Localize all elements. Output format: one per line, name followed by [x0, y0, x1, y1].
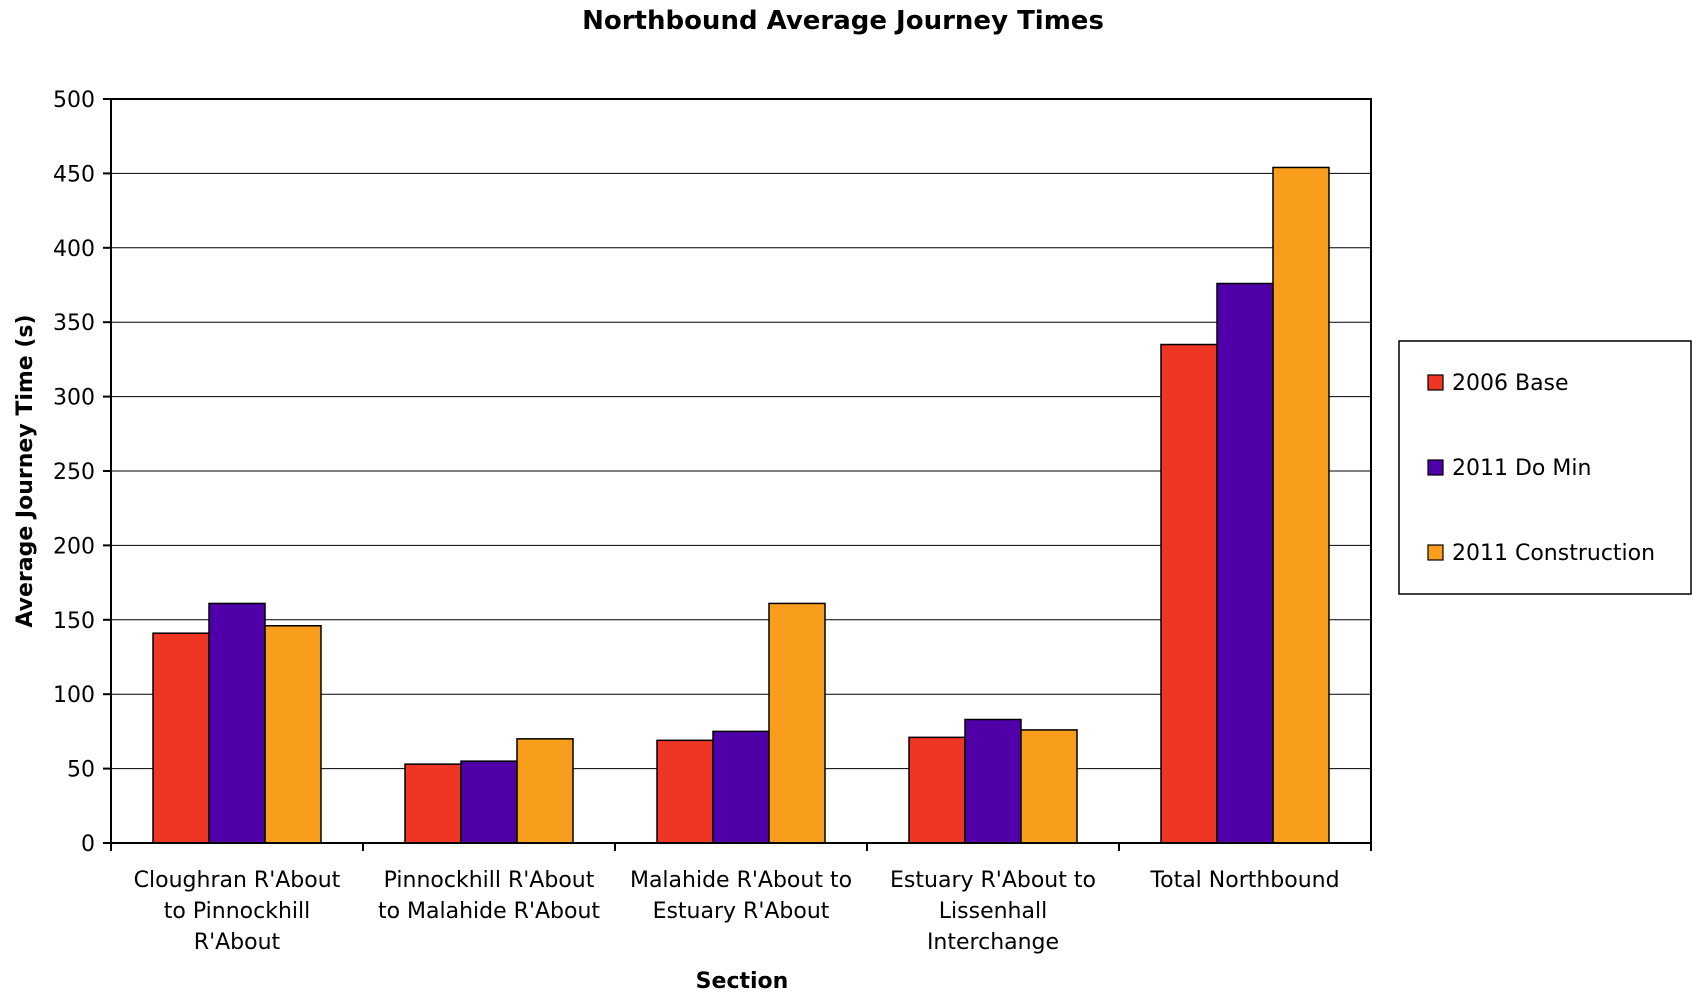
bar-2011-construction-0 [264, 625, 322, 844]
y-tick-label: 0 [81, 832, 95, 857]
legend-label: 2006 Base [1452, 371, 1569, 396]
x-category-label: Total Northbound [1149, 868, 1339, 893]
bars [152, 166, 1330, 844]
bar-2011-do-min-0 [208, 602, 266, 844]
bar-2011-do-min-4 [1216, 282, 1274, 844]
axes [103, 98, 1372, 851]
legend-label: 2011 Do Min [1452, 456, 1591, 481]
y-tick-label: 150 [53, 609, 95, 634]
bar-2006-base-2 [656, 739, 714, 844]
bar-2011-do-min-3 [964, 718, 1022, 844]
bar-2011-do-min-2 [712, 730, 770, 844]
bar-2006-base-3 [908, 736, 966, 844]
bar-2011-do-min-1 [460, 760, 518, 844]
x-category-label: Interchange [927, 930, 1059, 955]
bar-2011-construction-3 [1020, 729, 1078, 844]
x-category-label: Estuary R'About to [890, 868, 1096, 893]
y-tick-label: 400 [53, 237, 95, 262]
y-tick-label: 500 [53, 88, 95, 113]
y-tick-labels: 0 50 100 150 200 250 300 350 400 450 500 [53, 88, 95, 857]
x-axis-title: Section [696, 969, 789, 994]
bar-2011-construction-4 [1272, 166, 1330, 844]
legend-box [1398, 340, 1692, 595]
legend: 2006 Base 2011 Do Min 2011 Construction [1398, 340, 1692, 595]
y-tick-label: 100 [53, 683, 95, 708]
bar-2006-base-0 [152, 632, 210, 844]
x-category-label: Malahide R'About to [630, 868, 852, 893]
bar-2006-base-4 [1160, 343, 1218, 844]
x-category-label: to Pinnockhill [164, 899, 310, 924]
bar-2006-base-1 [404, 763, 462, 844]
x-category-label: Lissenhall [939, 899, 1047, 924]
y-tick-label: 450 [53, 162, 95, 187]
legend-swatch [1427, 544, 1444, 561]
bar-2011-construction-2 [768, 602, 826, 844]
x-category-label: Pinnockhill R'About [384, 868, 595, 893]
y-axis-title: Average Journey Time (s) [13, 314, 38, 627]
x-category-label: to Malahide R'About [378, 899, 600, 924]
chart-title: Northbound Average Journey Times [582, 6, 1104, 36]
y-tick-label: 350 [53, 311, 95, 336]
legend-swatch [1427, 374, 1444, 391]
bar-2011-construction-1 [516, 738, 574, 844]
legend-label: 2011 Construction [1452, 541, 1655, 566]
y-tick-label: 50 [67, 758, 95, 783]
x-category-labels: Cloughran R'About to Pinnockhill R'About Pi… [134, 868, 1340, 955]
legend-swatch [1427, 459, 1444, 476]
x-category-label: Estuary R'About [653, 899, 830, 924]
y-tick-label: 250 [53, 460, 95, 485]
y-tick-label: 300 [53, 386, 95, 411]
y-tick-label: 200 [53, 534, 95, 559]
x-category-label: Cloughran R'About [134, 868, 341, 893]
x-category-label: R'About [194, 930, 281, 955]
